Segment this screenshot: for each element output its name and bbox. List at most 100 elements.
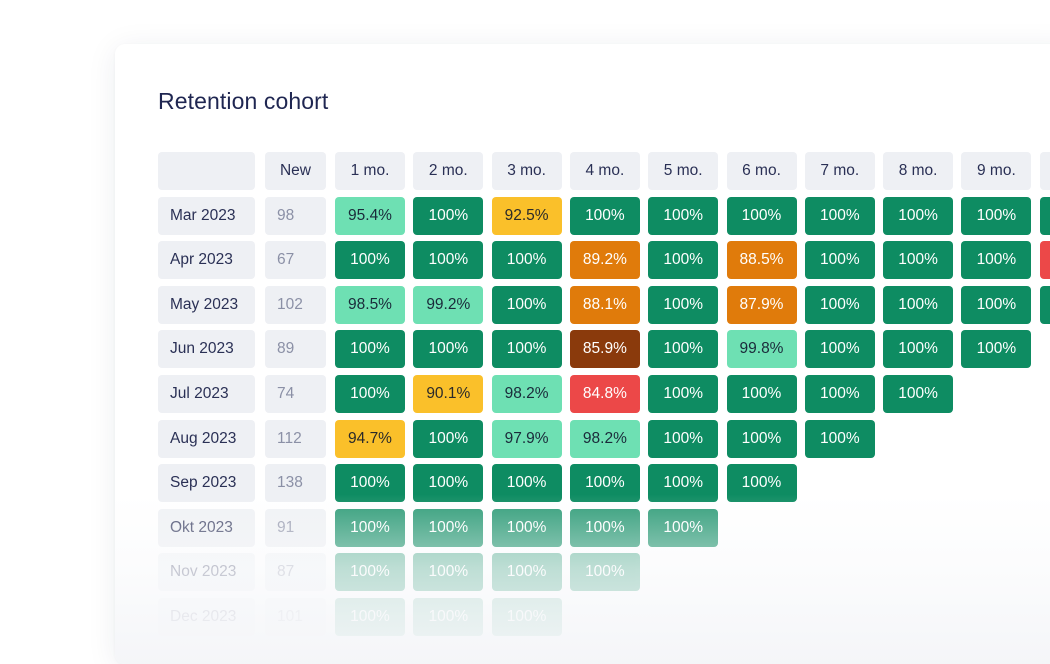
retention-cell[interactable]: 100% (883, 330, 954, 369)
retention-cell[interactable]: 100% (491, 285, 562, 324)
retention-cell[interactable]: 100% (413, 196, 484, 235)
retention-cell[interactable]: 100% (569, 196, 640, 235)
retention-cell[interactable]: 100% (648, 375, 719, 413)
retention-cell[interactable]: 100% (413, 419, 484, 458)
retention-cell[interactable]: 85.9% (569, 330, 640, 369)
retention-cell[interactable]: 95.4% (335, 196, 405, 235)
retention-cell[interactable]: 100% (491, 598, 562, 636)
retention-cell[interactable]: 100% (726, 464, 797, 503)
cohort-row-label: Aug 2023 (158, 419, 255, 458)
header-month-partial (1039, 152, 1050, 190)
retention-cohort-card: Retention cohort New 1 mo. 2 mo. 3 mo. 4 mo.… (115, 44, 1050, 664)
retention-cell[interactable]: 97.9% (491, 419, 562, 458)
retention-cell[interactable]: 100% (648, 241, 719, 280)
retention-cell[interactable]: 100% (804, 375, 875, 413)
cohort-new-count: 102 (265, 285, 326, 324)
retention-cell[interactable]: 84.8% (569, 375, 640, 413)
retention-cell[interactable]: 99.2% (413, 285, 484, 324)
header-corner (158, 152, 255, 190)
cohort-row-label: Jul 2023 (158, 375, 255, 413)
retention-cell[interactable]: 100% (961, 330, 1032, 369)
header-month: 4 mo. (569, 152, 640, 190)
cohort-row-label: Apr 2023 (158, 241, 255, 280)
header-new: New (265, 152, 326, 190)
cohort-new-count: 98 (265, 196, 326, 235)
retention-cell[interactable]: 100% (961, 196, 1032, 235)
cohort-new-count: 89 (265, 330, 326, 369)
retention-cell[interactable]: 100% (491, 241, 562, 280)
retention-cell[interactable]: 100% (961, 241, 1032, 280)
retention-cell[interactable]: 88.5% (726, 241, 797, 280)
retention-cell[interactable]: 98.2% (569, 419, 640, 458)
retention-cell[interactable]: 100% (569, 464, 640, 503)
retention-cell[interactable]: 100% (491, 330, 562, 369)
retention-cell[interactable]: 100% (335, 553, 405, 592)
retention-cell[interactable]: 92.5% (491, 196, 562, 235)
retention-cell[interactable]: 100% (648, 508, 719, 547)
retention-cell[interactable] (1039, 196, 1050, 235)
retention-cell[interactable]: 100% (804, 196, 875, 235)
retention-cell[interactable]: 100% (883, 241, 954, 280)
header-month: 7 mo. (804, 152, 875, 190)
retention-cell[interactable]: 100% (648, 330, 719, 369)
header-month: 6 mo. (726, 152, 797, 190)
retention-cell[interactable]: 90.1% (413, 375, 484, 413)
retention-cell[interactable]: 100% (413, 553, 484, 592)
retention-cell[interactable] (1039, 285, 1050, 324)
retention-cell[interactable]: 100% (335, 375, 405, 413)
retention-cell[interactable]: 100% (804, 285, 875, 324)
cohort-row-label: May 2023 (158, 285, 255, 324)
cohort-new-count: 91 (265, 508, 326, 547)
retention-cell[interactable]: 100% (804, 330, 875, 369)
retention-cell[interactable]: 100% (883, 196, 954, 235)
retention-cell[interactable]: 100% (335, 241, 405, 280)
header-month: 9 mo. (961, 152, 1032, 190)
retention-cell[interactable]: 89.2% (569, 241, 640, 280)
retention-cell[interactable]: 100% (335, 598, 405, 636)
retention-cell[interactable] (1039, 241, 1050, 280)
cohort-row-label: Sep 2023 (158, 464, 255, 503)
retention-cell[interactable]: 100% (413, 508, 484, 547)
retention-cell[interactable]: 98.5% (335, 285, 405, 324)
header-month: 3 mo. (491, 152, 562, 190)
retention-cell[interactable]: 100% (648, 285, 719, 324)
retention-cell[interactable]: 100% (961, 285, 1032, 324)
cohort-new-count: 112 (265, 419, 326, 458)
retention-cell[interactable]: 100% (335, 330, 405, 369)
retention-cell[interactable]: 100% (413, 464, 484, 503)
retention-cell[interactable]: 98.2% (491, 375, 562, 413)
retention-cell[interactable]: 100% (648, 196, 719, 235)
retention-cell[interactable]: 100% (335, 508, 405, 547)
retention-cell[interactable]: 100% (726, 196, 797, 235)
retention-cell[interactable]: 100% (883, 375, 954, 413)
cohort-row-label: Mar 2023 (158, 196, 255, 235)
retention-cell[interactable]: 100% (413, 330, 484, 369)
cohort-row-label: Okt 2023 (158, 508, 255, 547)
retention-cell[interactable]: 100% (491, 508, 562, 547)
retention-cell[interactable]: 100% (569, 508, 640, 547)
cohort-new-count: 138 (265, 464, 326, 503)
retention-cell[interactable]: 100% (804, 419, 875, 458)
retention-cell[interactable]: 88.1% (569, 285, 640, 324)
retention-cell[interactable]: 100% (648, 419, 719, 458)
retention-cell[interactable]: 100% (726, 419, 797, 458)
retention-cell[interactable]: 99.8% (726, 330, 797, 369)
retention-cell[interactable]: 100% (413, 241, 484, 280)
header-month: 8 mo. (883, 152, 954, 190)
retention-cell[interactable]: 100% (569, 553, 640, 592)
retention-cell[interactable]: 100% (648, 464, 719, 503)
cohort-new-count: 87 (265, 553, 326, 592)
retention-cell[interactable]: 87.9% (726, 285, 797, 324)
retention-cell[interactable]: 100% (726, 375, 797, 413)
retention-cell[interactable]: 100% (491, 464, 562, 503)
cohort-row-label: Dec 2023 (158, 598, 255, 636)
retention-cell[interactable]: 100% (335, 464, 405, 503)
cohort-new-count: 74 (265, 375, 326, 413)
retention-cell[interactable]: 94.7% (335, 419, 405, 458)
header-month: 1 mo. (335, 152, 405, 190)
retention-cell[interactable]: 100% (413, 598, 484, 636)
retention-cell[interactable]: 100% (491, 553, 562, 592)
header-month: 2 mo. (413, 152, 484, 190)
retention-cell[interactable]: 100% (804, 241, 875, 280)
retention-cell[interactable]: 100% (883, 285, 954, 324)
